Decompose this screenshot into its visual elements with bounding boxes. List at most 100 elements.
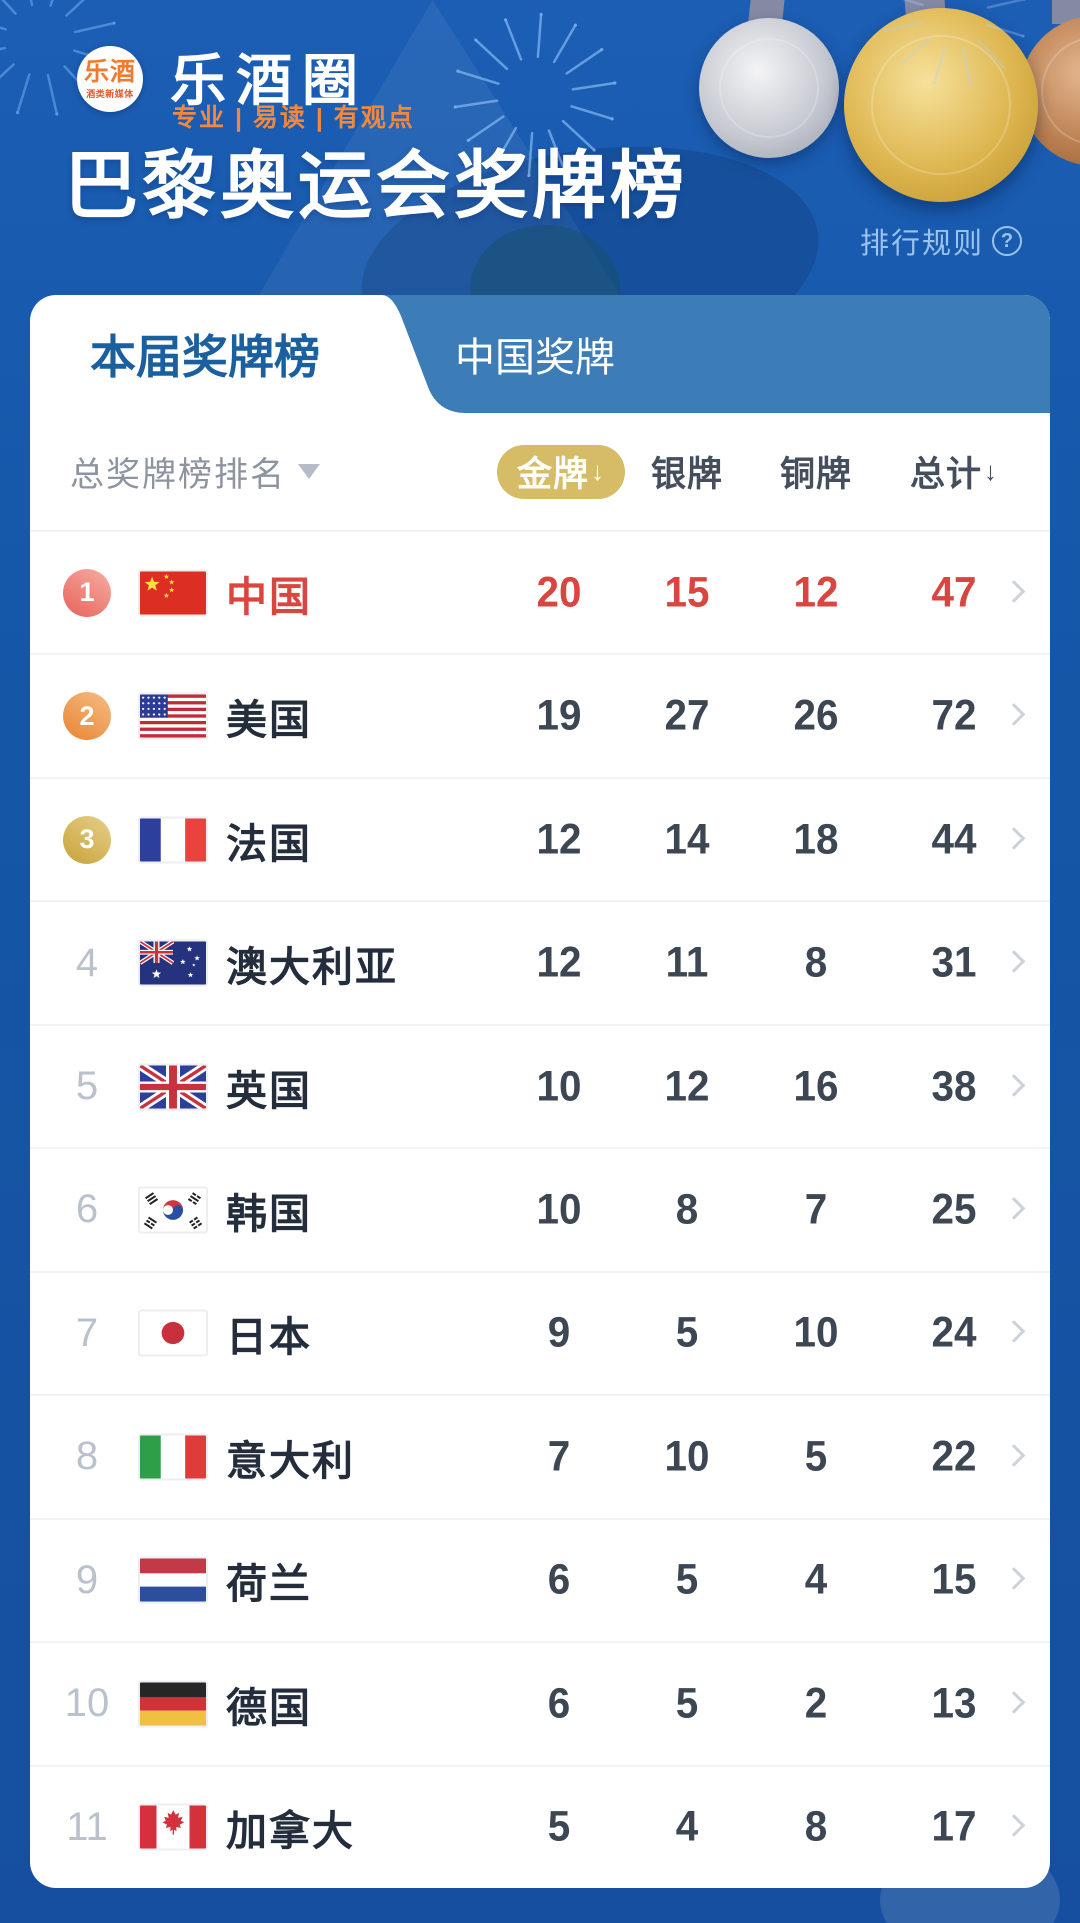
bronze-count: 8 bbox=[804, 1802, 828, 1851]
gold-count: 9 bbox=[547, 1308, 571, 1357]
medal-table-card: 本届奖牌榜 中国奖牌 总奖牌榜排名 金牌 ↓ 银牌 铜牌 总计 ↓ bbox=[30, 295, 1050, 1888]
chevron-right-icon bbox=[1002, 703, 1026, 726]
chevron-right-icon bbox=[1002, 826, 1026, 850]
chevron-right-icon bbox=[1002, 579, 1026, 603]
total-count: 17 bbox=[931, 1802, 977, 1851]
gold-count: 12 bbox=[536, 938, 582, 987]
table-row[interactable]: 11 加拿大 5 4 8 17 bbox=[30, 1764, 1050, 1888]
bronze-count: 8 bbox=[804, 938, 828, 987]
total-count: 44 bbox=[931, 815, 977, 864]
table-row[interactable]: 2 美国 19 27 26 72 bbox=[30, 653, 1050, 776]
table-row[interactable]: 5 英国 10 12 16 38 bbox=[30, 1023, 1050, 1147]
table-header-row: 总奖牌榜排名 金牌 ↓ 银牌 铜牌 总计 ↓ bbox=[30, 413, 1050, 530]
country-name: 美国 bbox=[226, 697, 312, 744]
column-header-bronze: 铜牌 bbox=[771, 413, 861, 530]
country-flag-icon bbox=[138, 1556, 208, 1604]
country-name: 加拿大 bbox=[226, 1808, 355, 1855]
rank-cell: 4 bbox=[75, 940, 99, 985]
ranking-rules-link[interactable]: 排行规则 ? bbox=[860, 220, 1022, 262]
country-flag-icon bbox=[138, 1063, 208, 1111]
rank-badge: 1 bbox=[63, 568, 111, 617]
country-flag-icon bbox=[138, 939, 208, 987]
gold-label: 金牌 bbox=[516, 455, 589, 494]
gold-count: 19 bbox=[536, 691, 582, 740]
country-flag-icon bbox=[138, 1186, 208, 1234]
table-row[interactable]: 9 荷兰 6 5 4 15 bbox=[30, 1517, 1050, 1641]
chevron-right-icon bbox=[1002, 950, 1026, 973]
gold-medal-icon bbox=[844, 8, 1038, 202]
gold-sort-pill[interactable]: 金牌 ↓ bbox=[497, 444, 625, 499]
gold-count: 12 bbox=[536, 815, 582, 864]
rank-cell: 3 bbox=[56, 779, 118, 900]
chevron-right-icon bbox=[1002, 1320, 1026, 1344]
rank-cell: 5 bbox=[75, 1064, 99, 1109]
rank-sort-dropdown[interactable]: 总奖牌榜排名 bbox=[70, 413, 320, 530]
silver-count: 10 bbox=[664, 1432, 710, 1481]
medal-table-rows: 1 中国 20 15 12 47 2 美国 19 27 26 72 3 法 bbox=[30, 530, 1050, 1888]
bronze-count: 10 bbox=[793, 1308, 839, 1357]
total-count: 15 bbox=[931, 1555, 977, 1604]
silver-count: 5 bbox=[675, 1555, 699, 1604]
rank-cell: 1 bbox=[56, 532, 118, 653]
gold-count: 7 bbox=[547, 1432, 571, 1481]
table-row[interactable]: 3 法国 12 14 18 44 bbox=[30, 776, 1050, 900]
total-count: 24 bbox=[931, 1308, 977, 1357]
silver-count: 5 bbox=[675, 1308, 699, 1357]
country-flag-icon bbox=[138, 1309, 208, 1357]
country-name: 德国 bbox=[226, 1684, 312, 1731]
table-row[interactable]: 10 德国 6 5 2 13 bbox=[30, 1641, 1050, 1764]
country-flag-icon bbox=[138, 1433, 208, 1481]
country-flag-icon bbox=[138, 816, 208, 864]
chevron-right-icon bbox=[1002, 1443, 1026, 1467]
table-row[interactable]: 1 中国 20 15 12 47 bbox=[30, 530, 1050, 653]
bronze-count: 2 bbox=[804, 1679, 828, 1728]
triangle-down-icon bbox=[298, 464, 320, 479]
chevron-right-icon bbox=[1002, 1690, 1026, 1714]
chevron-right-icon bbox=[1002, 1073, 1026, 1097]
rank-cell: 6 bbox=[75, 1187, 99, 1232]
table-row[interactable]: 8 意大利 7 10 5 22 bbox=[30, 1394, 1050, 1517]
gold-count: 10 bbox=[536, 1185, 582, 1234]
country-name: 英国 bbox=[226, 1067, 312, 1114]
total-count: 13 bbox=[931, 1679, 977, 1728]
column-header-gold[interactable]: 金牌 ↓ bbox=[497, 413, 625, 530]
bronze-count: 12 bbox=[793, 568, 839, 617]
rank-cell: 9 bbox=[75, 1557, 99, 1602]
arrow-down-icon: ↓ bbox=[984, 456, 998, 486]
gold-count: 6 bbox=[547, 1679, 571, 1728]
table-row[interactable]: 6 韩国 10 8 7 25 bbox=[30, 1147, 1050, 1270]
silver-medal-icon bbox=[699, 18, 839, 158]
ranking-rules-label: 排行规则 bbox=[859, 228, 984, 260]
total-count: 25 bbox=[931, 1185, 977, 1234]
rank-cell: 8 bbox=[75, 1434, 99, 1479]
tab-bar bbox=[382, 295, 1050, 413]
total-count: 31 bbox=[931, 938, 977, 987]
silver-count: 4 bbox=[675, 1802, 699, 1851]
tab-china-medals[interactable]: 中国奖牌 bbox=[455, 336, 615, 380]
tab-current-medal-table[interactable]: 本届奖牌榜 bbox=[90, 331, 320, 383]
country-name: 意大利 bbox=[226, 1437, 355, 1484]
question-circle-icon: ? bbox=[992, 226, 1022, 256]
silver-count: 11 bbox=[665, 938, 709, 987]
total-count: 47 bbox=[931, 568, 977, 617]
silver-count: 27 bbox=[664, 691, 710, 740]
bronze-count: 26 bbox=[793, 691, 839, 740]
country-flag-icon bbox=[138, 1803, 208, 1851]
country-name: 荷兰 bbox=[226, 1561, 312, 1608]
brand-name: 乐酒圈 bbox=[170, 49, 368, 112]
rank-cell: 7 bbox=[75, 1310, 99, 1355]
country-name: 日本 bbox=[226, 1314, 312, 1361]
rank-cell: 11 bbox=[66, 1804, 108, 1849]
fireworks-icon bbox=[450, 10, 620, 185]
column-header-total[interactable]: 总计 ↓ bbox=[898, 413, 1010, 530]
table-row[interactable]: 4 澳大利亚 12 11 8 31 bbox=[30, 900, 1050, 1023]
rank-badge: 3 bbox=[63, 815, 111, 864]
total-count: 72 bbox=[931, 691, 977, 740]
total-label: 总计 bbox=[909, 455, 982, 494]
silver-count: 14 bbox=[664, 815, 710, 864]
table-row[interactable]: 7 日本 9 5 10 24 bbox=[30, 1270, 1050, 1394]
bronze-count: 7 bbox=[804, 1185, 828, 1234]
silver-count: 5 bbox=[675, 1679, 699, 1728]
gold-count: 6 bbox=[547, 1555, 571, 1604]
total-count: 22 bbox=[931, 1432, 977, 1481]
